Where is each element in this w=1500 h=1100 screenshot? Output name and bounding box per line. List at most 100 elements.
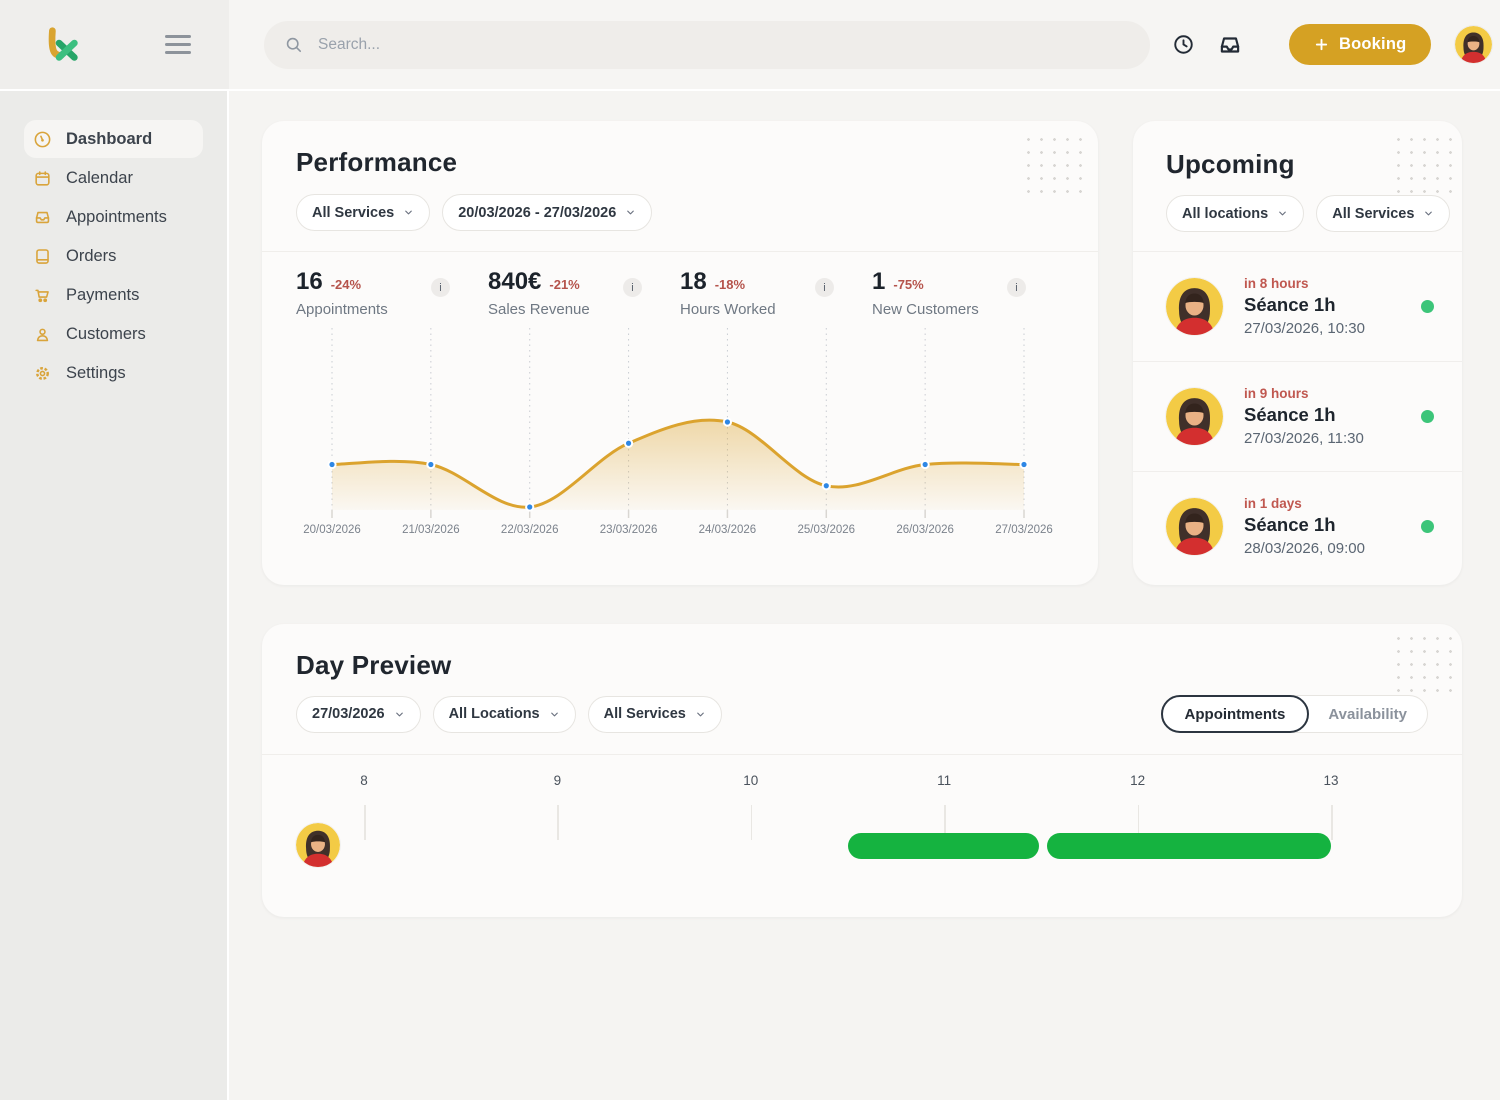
appointment-bar[interactable] [847, 833, 1039, 859]
timeline-hour-label: 10 [743, 773, 759, 788]
performance-services-filter[interactable]: All Services [296, 194, 431, 231]
performance-header: Performance All Services 20/03/2026 - 27… [262, 121, 1098, 252]
sidebar-item-customers[interactable]: Customers [24, 315, 203, 353]
search-icon [286, 37, 302, 53]
timeline-hour-tick [1331, 805, 1333, 840]
appointment-info: in 9 hours Séance 1h 27/03/2026, 11:30 [1244, 386, 1364, 447]
day-preview-title: Day Preview [296, 650, 452, 680]
sidebar-item-orders[interactable]: Orders [24, 237, 203, 275]
sidebar-item-label: Customers [66, 324, 146, 343]
svg-text:22/03/2026: 22/03/2026 [501, 524, 559, 536]
svg-text:23/03/2026: 23/03/2026 [600, 524, 658, 536]
appointment-title: Séance 1h [1244, 404, 1336, 425]
info-icon[interactable]: i [623, 278, 642, 297]
chevron-down-icon [1277, 208, 1288, 219]
search-input[interactable] [316, 34, 1130, 55]
sidebar-item-label: Payments [66, 285, 140, 304]
chevron-down-icon [394, 709, 405, 720]
performance-date-range-filter[interactable]: 20/03/2026 - 27/03/2026 [442, 194, 653, 231]
appointment-title: Séance 1h [1244, 294, 1336, 315]
upcoming-title: Upcoming [1166, 149, 1295, 179]
kpi-value: 840€ [488, 268, 542, 295]
svg-text:26/03/2026: 26/03/2026 [896, 524, 954, 536]
topbar: Booking [229, 0, 1500, 89]
timeline-hour-tick [1137, 805, 1140, 840]
timeline-hour-label: 12 [1130, 773, 1146, 788]
upcoming-appointment-row[interactable]: in 9 hours Séance 1h 27/03/2026, 11:30 [1133, 361, 1462, 471]
timeline-hour-label: 13 [1323, 773, 1339, 788]
tab-availability[interactable]: Availability [1308, 695, 1427, 733]
kpi-delta: -18% [714, 277, 746, 292]
customer-avatar [1166, 498, 1223, 555]
status-dot [1421, 520, 1434, 533]
day-preview-date-filter[interactable]: 27/03/2026 [296, 695, 421, 733]
info-icon[interactable]: i [1007, 278, 1026, 297]
inbox-icon[interactable] [1217, 32, 1243, 58]
appointment-bar[interactable] [1046, 833, 1331, 859]
kpi-value: 1 [872, 268, 886, 295]
appointment-datetime: 27/03/2026, 10:30 [1244, 320, 1365, 337]
day-preview-tabs: Appointments Availability [1160, 695, 1428, 733]
kpi-label: Hours Worked [680, 301, 776, 318]
timeline-hour-tick [944, 805, 946, 840]
upcoming-header: Upcoming All locations All Services [1133, 121, 1462, 251]
tab-appointments[interactable]: Appointments [1160, 695, 1310, 733]
day-preview-services-filter[interactable]: All Services [587, 695, 722, 733]
sidebar-item-appointments[interactable]: Appointments [24, 198, 203, 236]
status-dot [1421, 410, 1434, 423]
add-booking-button[interactable]: Booking [1289, 24, 1432, 65]
sidebar-header [0, 0, 229, 89]
sidebar-item-label: Dashboard [66, 129, 153, 148]
gauge-icon [33, 130, 52, 149]
chevron-down-icon [1423, 208, 1434, 219]
timeline: 8 9 10 11 12 13 [262, 755, 1462, 915]
kpi-label: New Customers [872, 301, 979, 318]
calendar-icon [33, 169, 52, 188]
timeline-hour-label: 8 [360, 773, 368, 788]
upcoming-appointment-row[interactable]: in 1 days Séance 1h 28/03/2026, 09:00 [1133, 471, 1462, 581]
sidebar-item-calendar[interactable]: Calendar [24, 159, 203, 197]
status-dot [1421, 300, 1434, 313]
sidebar-item-label: Calendar [66, 168, 133, 187]
profile-avatar[interactable] [1455, 26, 1493, 63]
upcoming-appointment-row[interactable]: in 8 hours Séance 1h 27/03/2026, 10:30 [1133, 251, 1462, 361]
booking-label: Booking [1339, 35, 1407, 53]
kpi-value: 16 [296, 268, 323, 295]
chevron-down-icon [549, 709, 560, 720]
timeline-hour-label: 9 [553, 773, 562, 788]
performance-title: Performance [296, 147, 458, 177]
upcoming-locations-filter[interactable]: All locations [1166, 195, 1305, 232]
appointment-info: in 1 days Séance 1h 28/03/2026, 09:00 [1244, 496, 1365, 557]
menu-icon[interactable] [165, 31, 191, 58]
kpi-delta: -21% [549, 277, 580, 292]
day-preview-header: Day Preview 27/03/2026 All Locations [262, 624, 1462, 755]
appointment-title: Séance 1h [1244, 514, 1336, 535]
body-row: Dashboard Calendar Appointments Orders P… [0, 91, 1500, 1100]
chevron-down-icon [625, 207, 636, 218]
upcoming-services-filter[interactable]: All Services [1316, 195, 1451, 232]
kpi-row: 16 -24% Appointments i 840€ -21% Sales R… [262, 252, 1098, 318]
book-icon [33, 247, 52, 266]
timeline-hour-tick [557, 805, 559, 840]
kpi-label: Sales Revenue [488, 301, 590, 318]
kpi-sales-revenue: 840€ -21% Sales Revenue i [488, 268, 680, 318]
appointment-datetime: 28/03/2026, 09:00 [1244, 540, 1365, 557]
day-preview-locations-filter[interactable]: All Locations [432, 695, 576, 733]
topbar-row: Booking [0, 0, 1500, 91]
info-icon[interactable]: i [815, 278, 834, 297]
sidebar-item-payments[interactable]: Payments [24, 276, 203, 314]
sidebar-item-settings[interactable]: Settings [24, 354, 203, 392]
sidebar-item-label: Appointments [66, 207, 167, 226]
kpi-appointments: 16 -24% Appointments i [296, 268, 488, 318]
timeline-hour-tick [750, 805, 753, 840]
sidebar-item-dashboard[interactable]: Dashboard [24, 120, 203, 158]
history-clock-icon[interactable] [1172, 33, 1195, 56]
chevron-down-icon [695, 709, 706, 720]
kpi-label: Appointments [296, 301, 388, 318]
appointment-eta: in 1 days [1244, 496, 1302, 511]
svg-text:21/03/2026: 21/03/2026 [402, 524, 460, 536]
info-icon[interactable]: i [431, 278, 450, 297]
staff-avatar [296, 823, 340, 867]
svg-text:25/03/2026: 25/03/2026 [798, 524, 856, 536]
topbar-actions: Booking [1150, 24, 1493, 65]
